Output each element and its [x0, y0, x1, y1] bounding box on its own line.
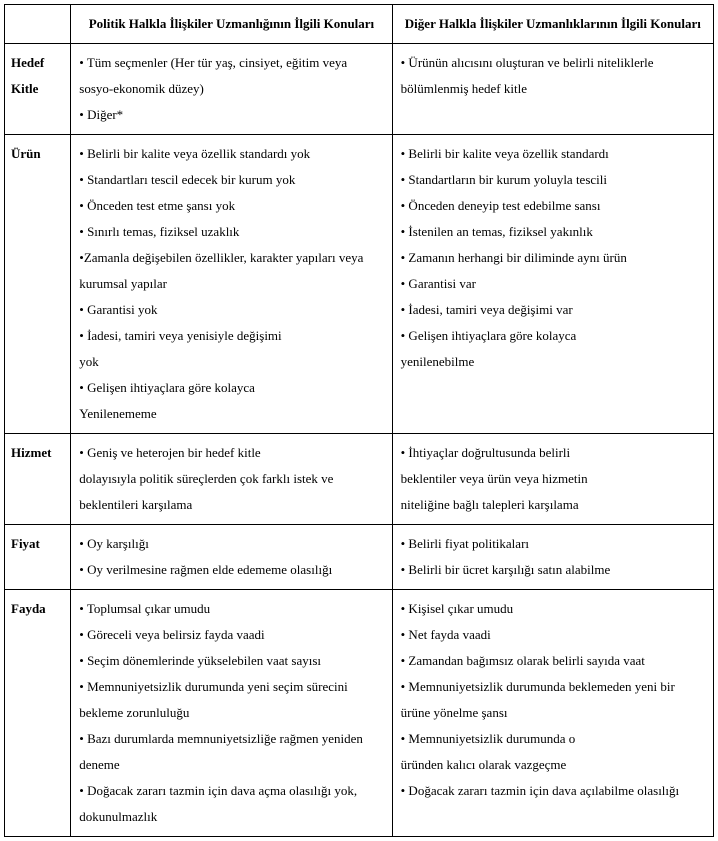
cell-line: • Bazı durumlarda memnuniyetsizliğe rağm… — [79, 726, 381, 778]
table-row: Hedef Kitle• Tüm seçmenler (Her tür yaş,… — [5, 44, 714, 135]
cell-line: • Gelişen ihtiyaçlara göre kolayca — [79, 375, 381, 401]
table-header: Politik Halkla İlişkiler Uzmanlığının İl… — [5, 5, 714, 44]
cell-line: • Sınırlı temas, fiziksel uzaklık — [79, 219, 381, 245]
cell-line: • Geniş ve heterojen bir hedef kitle — [79, 440, 381, 466]
cell-line: dolayısıyla politik süreçlerden çok fark… — [79, 466, 381, 518]
row-label: Hizmet — [5, 434, 71, 525]
row-label: Fiyat — [5, 525, 71, 590]
cell-line: • Zamandan bağımsız olarak belirli sayıd… — [401, 648, 703, 674]
cell-line: • Memnuniyetsizlik durumunda yeni seçim … — [79, 674, 381, 726]
cell-line: • Diğer* — [79, 102, 381, 128]
cell-line: • Garantisi var — [401, 271, 703, 297]
row-label: Ürün — [5, 135, 71, 434]
cell-line: • Belirli bir kalite veya özellik standa… — [79, 141, 381, 167]
cell-line: Yenilenememe — [79, 401, 381, 427]
cell-line: beklentiler veya ürün veya hizmetin — [401, 466, 703, 492]
cell-line: • Doğacak zararı tazmin için dava açma o… — [79, 778, 381, 830]
cell-col1: • Oy karşılığı• Oy verilmesine rağmen el… — [71, 525, 392, 590]
row-label: Fayda — [5, 590, 71, 837]
cell-line: • İstenilen an temas, fiziksel yakınlık — [401, 219, 703, 245]
cell-col2: • İhtiyaçlar doğrultusunda belirlibeklen… — [392, 434, 713, 525]
table-row: Fiyat• Oy karşılığı• Oy verilmesine rağm… — [5, 525, 714, 590]
cell-line: • İhtiyaçlar doğrultusunda belirli — [401, 440, 703, 466]
cell-col1: • Belirli bir kalite veya özellik standa… — [71, 135, 392, 434]
cell-col2: • Ürünün alıcısını oluşturan ve belirli … — [392, 44, 713, 135]
cell-line: • Seçim dönemlerinde yükselebilen vaat s… — [79, 648, 381, 674]
cell-line: • Göreceli veya belirsiz fayda vaadi — [79, 622, 381, 648]
cell-line: • İadesi, tamiri veya yenisiyle değişimi — [79, 323, 381, 349]
cell-line: • Standartların bir kurum yoluyla tescil… — [401, 167, 703, 193]
cell-line: • Belirli bir ücret karşılığı satın alab… — [401, 557, 703, 583]
cell-col2: • Belirli fiyat politikaları• Belirli bi… — [392, 525, 713, 590]
cell-line: • Belirli fiyat politikaları — [401, 531, 703, 557]
cell-line: • Standartları tescil edecek bir kurum y… — [79, 167, 381, 193]
cell-line: niteliğine bağlı talepleri karşılama — [401, 492, 703, 518]
cell-line: • Kişisel çıkar umudu — [401, 596, 703, 622]
cell-line: yok — [79, 349, 381, 375]
table-row: Fayda• Toplumsal çıkar umudu• Göreceli v… — [5, 590, 714, 837]
cell-col1: • Geniş ve heterojen bir hedef kitledola… — [71, 434, 392, 525]
cell-line: • Doğacak zararı tazmin için dava açılab… — [401, 778, 703, 804]
cell-line: • Önceden test etme şansı yok — [79, 193, 381, 219]
cell-line: • Net fayda vaadi — [401, 622, 703, 648]
cell-col2: • Kişisel çıkar umudu• Net fayda vaadi• … — [392, 590, 713, 837]
table-row: Hizmet• Geniş ve heterojen bir hedef kit… — [5, 434, 714, 525]
cell-col2: • Belirli bir kalite veya özellik standa… — [392, 135, 713, 434]
cell-line: • İadesi, tamiri veya değişimi var — [401, 297, 703, 323]
cell-line: • Garantisi yok — [79, 297, 381, 323]
comparison-table: Politik Halkla İlişkiler Uzmanlığının İl… — [4, 4, 714, 837]
cell-line: • Ürünün alıcısını oluşturan ve belirli … — [401, 50, 703, 102]
cell-line: • Gelişen ihtiyaçlara göre kolayca — [401, 323, 703, 349]
cell-line: • Toplumsal çıkar umudu — [79, 596, 381, 622]
cell-line: yenilenebilme — [401, 349, 703, 375]
cell-line: • Tüm seçmenler (Her tür yaş, cinsiyet, … — [79, 50, 381, 102]
cell-line: üründen kalıcı olarak vazgeçme — [401, 752, 703, 778]
cell-line: • Memnuniyetsizlik durumunda o — [401, 726, 703, 752]
table-body: Hedef Kitle• Tüm seçmenler (Her tür yaş,… — [5, 44, 714, 837]
row-label: Hedef Kitle — [5, 44, 71, 135]
cell-col1: • Tüm seçmenler (Her tür yaş, cinsiyet, … — [71, 44, 392, 135]
cell-line: • Oy karşılığı — [79, 531, 381, 557]
header-blank — [5, 5, 71, 44]
cell-line: • Oy verilmesine rağmen elde edememe ola… — [79, 557, 381, 583]
header-col2: Diğer Halkla İlişkiler Uzmanlıklarının İ… — [392, 5, 713, 44]
cell-col1: • Toplumsal çıkar umudu• Göreceli veya b… — [71, 590, 392, 837]
cell-line: • Önceden deneyip test edebilme sansı — [401, 193, 703, 219]
header-col1: Politik Halkla İlişkiler Uzmanlığının İl… — [71, 5, 392, 44]
table-row: Ürün • Belirli bir kalite veya özellik st… — [5, 135, 714, 434]
cell-line: • Belirli bir kalite veya özellik standa… — [401, 141, 703, 167]
cell-line: •Zamanla değişebilen özellikler, karakte… — [79, 245, 381, 297]
cell-line: • Zamanın herhangi bir diliminde aynı ür… — [401, 245, 703, 271]
cell-line: • Memnuniyetsizlik durumunda beklemeden … — [401, 674, 703, 726]
